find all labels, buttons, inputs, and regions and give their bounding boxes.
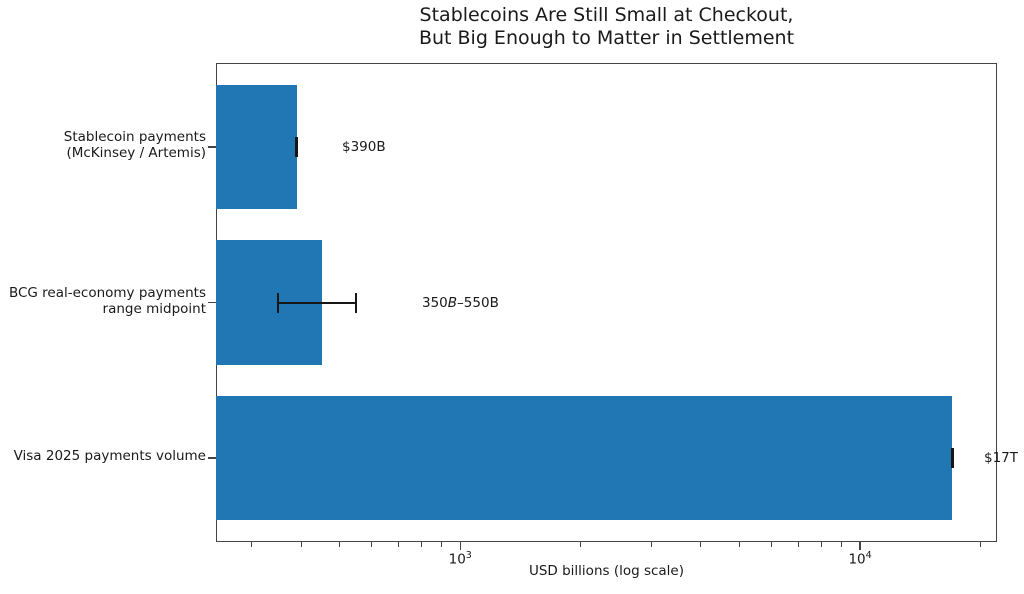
x-tick-label-base: 10 — [848, 551, 866, 568]
bar-2 — [216, 395, 953, 521]
y-tick-label-line: range midpoint — [102, 300, 206, 317]
error-bar-cap-low — [276, 292, 279, 313]
x-minor-tick — [770, 542, 772, 547]
y-tick-label-2: Visa 2025 payments volume — [14, 449, 206, 465]
bar-annotation-text: $390B — [342, 138, 386, 155]
x-minor-tick — [820, 542, 822, 547]
bar-annotation-1: 350B–550B — [422, 294, 499, 312]
error-bar-line — [277, 301, 357, 304]
x-minor-tick — [300, 542, 302, 547]
x-minor-tick — [841, 542, 843, 547]
bar-annotation-2: $17T — [984, 449, 1018, 467]
x-minor-tick — [650, 542, 652, 547]
y-tick-label-line: BCG real-economy payments — [8, 285, 206, 301]
x-minor-tick — [700, 542, 702, 547]
x-minor-tick — [420, 542, 422, 547]
x-minor-tick — [339, 542, 341, 547]
x-minor-tick — [397, 542, 399, 547]
y-tick-label-1: BCG real-economy payments range midpoint — [8, 285, 206, 317]
bar-annotation-text: 350 — [422, 294, 448, 311]
x-major-tick — [859, 542, 861, 550]
x-tick-label-base: 10 — [448, 551, 466, 568]
bar-annotation-text: $17T — [984, 450, 1019, 467]
x-major-tick — [459, 542, 461, 550]
x-minor-tick — [441, 542, 443, 547]
chart-title: Stablecoins Are Still Small at Checkout,… — [216, 4, 997, 50]
error-bar-cap-high — [355, 292, 358, 313]
y-tick-mark — [208, 301, 216, 304]
x-tick-label-exponent: 3 — [465, 550, 472, 561]
x-minor-tick — [371, 542, 373, 547]
error-bar-cap — [950, 448, 954, 469]
chart-title-line1: Stablecoins Are Still Small at Checkout, — [419, 4, 794, 26]
bar-annotation-text: B — [447, 294, 458, 311]
x-tick-label: 103 — [430, 550, 490, 568]
y-tick-label-0: Stablecoin payments (McKinsey / Artemis) — [64, 130, 206, 161]
bar-annotation-text: –550B — [457, 294, 499, 311]
y-tick-label-line: Visa 2025 payments volume — [13, 448, 206, 465]
x-minor-tick — [797, 542, 799, 547]
y-tick-label-line: (McKinsey / Artemis) — [66, 144, 206, 161]
y-tick-mark — [208, 146, 216, 148]
x-minor-tick — [580, 542, 582, 547]
x-minor-tick — [250, 542, 252, 547]
bar-0 — [216, 84, 297, 210]
x-tick-label-exponent: 4 — [865, 550, 872, 561]
chart-title-line2: But Big Enough to Matter in Settlement — [418, 27, 795, 49]
error-bar-cap — [295, 136, 299, 157]
x-axis-label: USD billions (log scale) — [528, 563, 685, 579]
y-tick-label-line: Stablecoin payments — [63, 129, 206, 146]
x-tick-label: 104 — [830, 550, 890, 568]
bar-annotation-0: $390B — [342, 138, 386, 156]
x-minor-tick — [979, 542, 981, 547]
x-minor-tick — [739, 542, 741, 547]
y-tick-mark — [208, 457, 216, 459]
